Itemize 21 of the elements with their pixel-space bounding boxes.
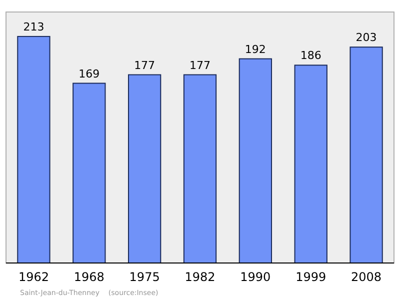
data-label: 177 — [134, 58, 156, 72]
x-tick-label: 1990 — [240, 270, 271, 284]
data-label: 192 — [244, 42, 266, 56]
data-label: 213 — [23, 20, 44, 34]
x-tick-label: 1962 — [18, 270, 49, 284]
bar — [238, 58, 272, 264]
bar — [72, 82, 106, 264]
x-tick-label: 2008 — [351, 270, 382, 284]
bar — [128, 74, 162, 264]
data-label: 169 — [78, 67, 100, 80]
x-tick-label: 1968 — [74, 270, 104, 284]
bar — [183, 74, 217, 264]
x-tick-label: 1975 — [129, 270, 160, 284]
data-label: 177 — [190, 58, 210, 72]
data-label: 186 — [300, 49, 322, 62]
bar — [350, 46, 383, 264]
x-tick-label: 1999 — [296, 270, 326, 284]
data-label: 203 — [356, 31, 377, 44]
bar — [294, 64, 328, 264]
x-tick-label: 1982 — [184, 270, 216, 284]
bar — [17, 36, 50, 264]
